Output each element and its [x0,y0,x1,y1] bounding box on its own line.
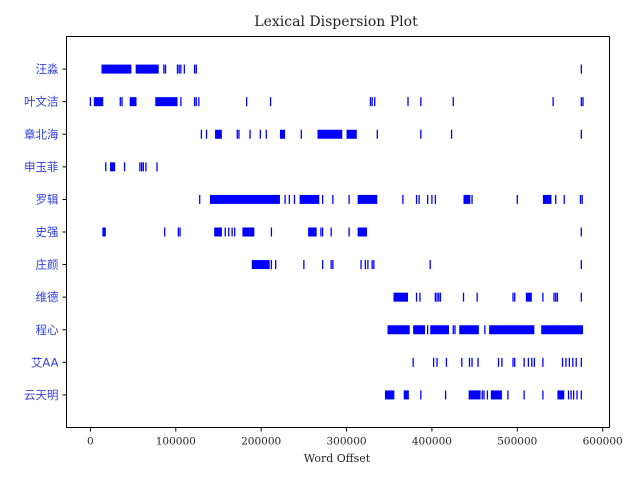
dispersion-cluster [541,325,584,335]
x-tick-label: 200000 [241,436,281,448]
x-tick-label: 0 [87,436,94,448]
y-tick-label: 艾AA [31,355,59,369]
y-tick-label: 叶文洁 [24,95,59,109]
dispersion-cluster [102,227,106,237]
chart-title: Lexical Dispersion Plot [254,14,418,30]
dispersion-cluster [357,194,378,204]
dispersion-cluster [299,194,320,204]
x-tick-label: 600000 [583,436,623,448]
dispersion-cluster [403,390,409,400]
dispersion-cluster [93,97,104,107]
dispersion-cluster [525,292,532,302]
dispersion-cluster [413,325,426,335]
x-tick-label: 300000 [326,436,366,448]
y-tick-label: 程心 [36,323,59,337]
dispersion-cluster [110,162,116,172]
dispersion-cluster [393,292,409,302]
dispersion-cluster [129,97,137,107]
y-tick-label: 维德 [36,290,59,304]
x-tick-label: 100000 [156,436,196,448]
dispersion-cluster [542,194,552,204]
dispersion-cluster [459,325,479,335]
y-tick-label: 申玉菲 [24,160,59,174]
dispersion-cluster [463,194,471,204]
dispersion-cluster [155,97,178,107]
dispersion-cluster [384,390,395,400]
dispersion-cluster [557,390,565,400]
dispersion-cluster [279,129,286,139]
dispersion-cluster [242,227,255,237]
dispersion-cluster [215,129,222,139]
dispersion-cluster [357,227,368,237]
x-axis-label: Word Offset [304,452,371,465]
dispersion-cluster [490,390,502,400]
dispersion-cluster [430,325,449,335]
dispersion-cluster [387,325,410,335]
dispersion-cluster [251,260,270,270]
y-tick-label: 罗辑 [36,192,59,206]
dispersion-cluster [346,129,357,139]
y-tick-label: 云天明 [24,388,59,402]
dispersion-cluster [209,194,280,204]
plot-frame [66,36,610,428]
dispersion-cluster [317,129,343,139]
dispersion-cluster [308,227,317,237]
dispersion-cluster [214,227,222,237]
dispersion-cluster [135,64,159,74]
x-axis: 0 100000 200000 300000 400000 500000 600000 [87,427,623,448]
dispersion-marks [89,64,584,400]
x-tick-label: 500000 [497,436,537,448]
y-tick-label: 汪淼 [36,62,59,76]
x-tick-label: 400000 [412,436,452,448]
y-tick-label: 庄颜 [36,258,59,272]
dispersion-cluster [101,64,132,74]
dispersion-cluster [468,390,481,400]
y-tick-label: 章北海 [24,127,59,141]
dispersion-cluster [489,325,535,335]
y-tick-label: 史强 [36,225,59,239]
